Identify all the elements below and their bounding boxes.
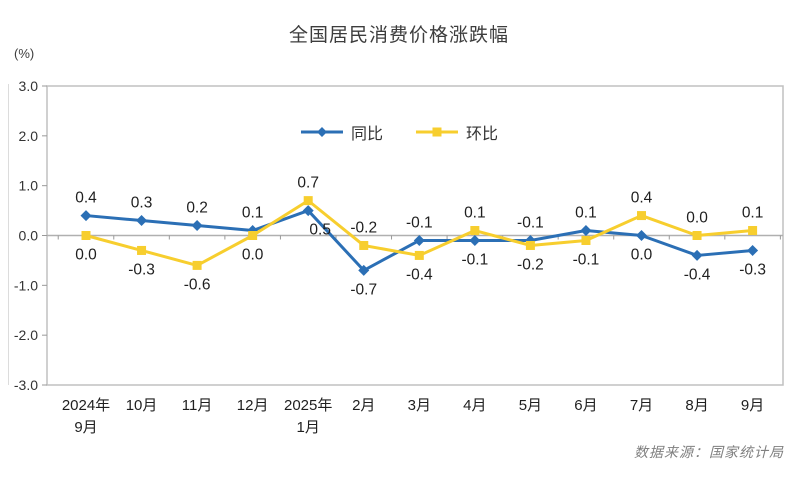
diamond-marker	[580, 225, 592, 237]
diamond-marker	[469, 234, 481, 246]
legend-label-mom: 环比	[466, 126, 499, 143]
diamond-marker	[358, 264, 370, 276]
square-marker	[581, 235, 591, 245]
y-tick-label: 3.0	[19, 78, 39, 94]
data-label: 0.1	[575, 205, 597, 222]
data-label: -0.1	[461, 251, 488, 268]
square-marker	[748, 226, 758, 236]
data-label: -0.3	[128, 261, 155, 278]
y-tick-label: 0.0	[19, 228, 39, 244]
x-tick-label: 10月	[126, 397, 158, 414]
x-tick-label: 5月	[519, 397, 542, 414]
y-tick-label: 1.0	[19, 178, 39, 194]
diamond-marker	[747, 244, 759, 256]
square-marker	[137, 245, 147, 255]
square-marker	[525, 240, 535, 250]
mom-line-swatch-icon	[416, 127, 458, 137]
data-label: 0.7	[297, 175, 319, 192]
data-label: -0.6	[184, 276, 211, 293]
x-tick-label: 2024年 9月	[62, 397, 110, 436]
data-label: 0.1	[464, 205, 486, 222]
x-tick-label: 9月	[741, 397, 764, 414]
data-label: -0.4	[406, 266, 433, 283]
legend-label-yoy: 同比	[350, 126, 383, 143]
diamond-marker	[80, 210, 92, 222]
data-label: 0.5	[309, 222, 331, 239]
data-label: -0.1	[517, 214, 544, 231]
diamond-marker	[691, 249, 703, 261]
chart-title: 全国居民消费价格涨跌幅	[288, 25, 509, 46]
square-marker	[192, 260, 202, 270]
x-tick-label: 6月	[574, 397, 597, 414]
y-tick-label: -1.0	[14, 277, 38, 293]
data-source: 数据来源：国家统计局	[634, 444, 784, 460]
data-label: -0.2	[517, 256, 544, 273]
y-tick-label: -2.0	[14, 327, 38, 343]
x-tick-label: 2月	[352, 397, 375, 414]
diamond-marker	[136, 215, 148, 227]
data-label: 0.0	[75, 247, 97, 264]
square-marker	[359, 240, 369, 250]
data-label: -0.1	[573, 251, 600, 268]
diamond-marker	[191, 220, 203, 232]
data-label: 0.0	[631, 247, 653, 264]
diamond-marker	[636, 230, 647, 241]
legend-item-mom: 环比	[415, 120, 498, 144]
data-label: -0.7	[350, 281, 377, 298]
legend-item-yoy: 同比	[300, 120, 383, 144]
data-label: -0.3	[739, 261, 766, 278]
stray-border-artifact	[8, 84, 9, 385]
data-label: -0.2	[350, 219, 377, 236]
diamond-marker	[413, 234, 425, 246]
square-marker	[81, 231, 91, 240]
data-label: 0.2	[186, 200, 208, 217]
data-label: 0.3	[131, 195, 153, 212]
legend-square-marker	[432, 127, 442, 137]
x-tick-label: 4月	[463, 397, 486, 414]
data-label: 0.4	[75, 190, 97, 207]
square-marker	[248, 231, 258, 240]
y-tick-label: -3.0	[14, 377, 38, 393]
data-label: -0.4	[684, 266, 711, 283]
chart-legend: 同比 环比	[300, 120, 498, 144]
data-label: -0.1	[406, 214, 433, 231]
data-label: 0.1	[242, 205, 264, 222]
square-marker	[470, 226, 480, 236]
diamond-marker	[302, 205, 314, 217]
y-axis-unit-label: (%)	[14, 46, 35, 61]
data-label: 0.0	[242, 247, 264, 264]
x-tick-label: 7月	[630, 397, 653, 414]
x-tick-label: 2025年 1月	[284, 397, 332, 436]
legend-diamond-marker	[316, 127, 327, 137]
x-tick-label: 12月	[237, 397, 269, 414]
y-tick-label: 2.0	[19, 128, 39, 144]
square-marker	[414, 250, 424, 260]
x-tick-label: 11月	[182, 397, 213, 414]
data-label: 0.0	[686, 210, 708, 227]
data-label: 0.4	[631, 190, 653, 207]
square-marker	[637, 211, 646, 221]
x-tick-label: 8月	[685, 397, 708, 414]
x-tick-label: 3月	[408, 397, 431, 414]
square-marker	[303, 196, 313, 206]
square-marker	[692, 231, 702, 240]
data-label: 0.1	[742, 205, 764, 222]
yoy-line-swatch-icon	[300, 127, 343, 137]
